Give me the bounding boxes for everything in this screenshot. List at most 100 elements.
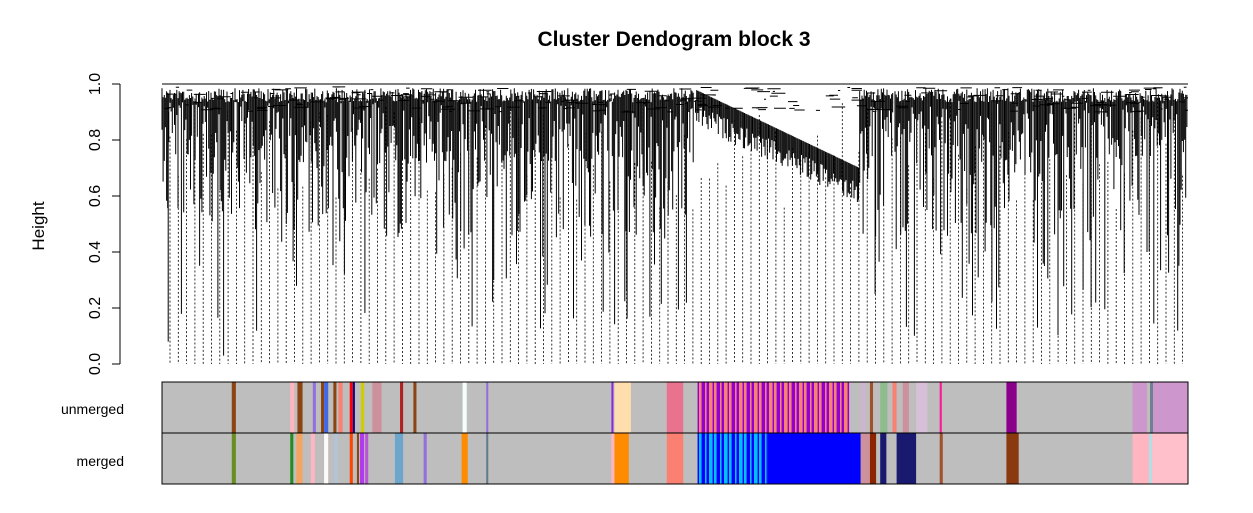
- chart-title: Cluster Dendogram block 3: [537, 28, 810, 51]
- color-band: [735, 382, 737, 433]
- color-band: [324, 433, 329, 484]
- color-band: [736, 433, 740, 484]
- color-band: [787, 382, 790, 433]
- color-band: [666, 382, 684, 433]
- color-band: [780, 382, 782, 433]
- color-band: [880, 382, 888, 433]
- color-band: [802, 382, 805, 433]
- color-band: [742, 433, 745, 484]
- color-band: [697, 433, 700, 484]
- color-band: [709, 433, 713, 484]
- color-band: [724, 382, 728, 433]
- color-band: [916, 382, 928, 433]
- color-band: [840, 382, 842, 433]
- color-band: [372, 382, 382, 433]
- color-band: [791, 382, 796, 433]
- color-band: [757, 382, 760, 433]
- color-band: [699, 382, 702, 433]
- color-band: [754, 382, 758, 433]
- color-band: [716, 382, 721, 433]
- color-band: [360, 433, 365, 484]
- y-axis-label: Height: [29, 201, 48, 250]
- color-band: [731, 433, 736, 484]
- color-band: [706, 382, 710, 433]
- color-band: [735, 433, 737, 484]
- color-band: [751, 382, 755, 433]
- y-tick-label: 0.8: [87, 129, 104, 151]
- color-band: [333, 382, 337, 433]
- color-band: [804, 382, 807, 433]
- color-band: [1149, 433, 1153, 484]
- color-band: [869, 382, 874, 433]
- color-band: [796, 382, 800, 433]
- color-band: [766, 382, 770, 433]
- color-band: [834, 382, 837, 433]
- color-band: [810, 382, 812, 433]
- color-band: [784, 382, 788, 433]
- color-band: [761, 382, 766, 433]
- color-band: [772, 382, 775, 433]
- color-band: [761, 433, 766, 484]
- y-tick-label: 0.6: [87, 185, 104, 207]
- color-band: [334, 433, 338, 484]
- color-band: [1152, 433, 1188, 484]
- color-band: [757, 433, 760, 484]
- color-band: [297, 382, 303, 433]
- color-band: [423, 433, 427, 484]
- y-axis: 0.0 0.2 0.4 0.6 0.8 1.0: [87, 73, 121, 375]
- color-band: [321, 382, 325, 433]
- color-band: [1150, 382, 1154, 433]
- color-band: [290, 382, 295, 433]
- color-band: [461, 433, 468, 484]
- color-band: [666, 433, 684, 484]
- row-label-unmerged: unmerged: [61, 401, 124, 417]
- color-band: [1153, 382, 1188, 433]
- color-band: [614, 382, 631, 433]
- color-band: [751, 433, 755, 484]
- color-band: [727, 433, 730, 484]
- color-band: [776, 382, 781, 433]
- color-band: [819, 382, 822, 433]
- color-band: [705, 433, 707, 484]
- color-band: [413, 382, 417, 433]
- color-band: [720, 382, 722, 433]
- y-tick-label: 0.4: [87, 241, 104, 263]
- dendrogram-branches: [161, 86, 1188, 356]
- color-band: [759, 382, 762, 433]
- color-band: [826, 382, 830, 433]
- dendrogram-tree: [161, 83, 1188, 364]
- color-band: [739, 382, 743, 433]
- color-band: [394, 433, 404, 484]
- color-band: [939, 433, 943, 484]
- color-band: [795, 382, 797, 433]
- color-band: [714, 433, 717, 484]
- color-band: [869, 433, 877, 484]
- color-band: [731, 382, 736, 433]
- color-band: [766, 433, 768, 484]
- color-band: [939, 382, 942, 433]
- color-rows: [161, 381, 1189, 485]
- y-tick-label: 0.0: [87, 353, 104, 375]
- color-band: [799, 382, 803, 433]
- color-band: [699, 433, 702, 484]
- color-band: [352, 382, 355, 433]
- color-band: [310, 433, 315, 484]
- color-band: [746, 433, 751, 484]
- color-band: [296, 433, 303, 484]
- color-band: [774, 382, 777, 433]
- color-band: [896, 433, 917, 484]
- color-band: [486, 433, 489, 484]
- color-band: [365, 433, 369, 484]
- color-band: [769, 382, 773, 433]
- color-band: [727, 382, 730, 433]
- color-band: [765, 433, 767, 484]
- color-band: [832, 382, 835, 433]
- color-band: [712, 382, 715, 433]
- color-band: [811, 382, 815, 433]
- color-band: [349, 433, 353, 484]
- color-band: [1006, 433, 1019, 484]
- color-band: [860, 433, 870, 484]
- color-band: [829, 382, 833, 433]
- color-band: [739, 433, 743, 484]
- color-band: [817, 382, 820, 433]
